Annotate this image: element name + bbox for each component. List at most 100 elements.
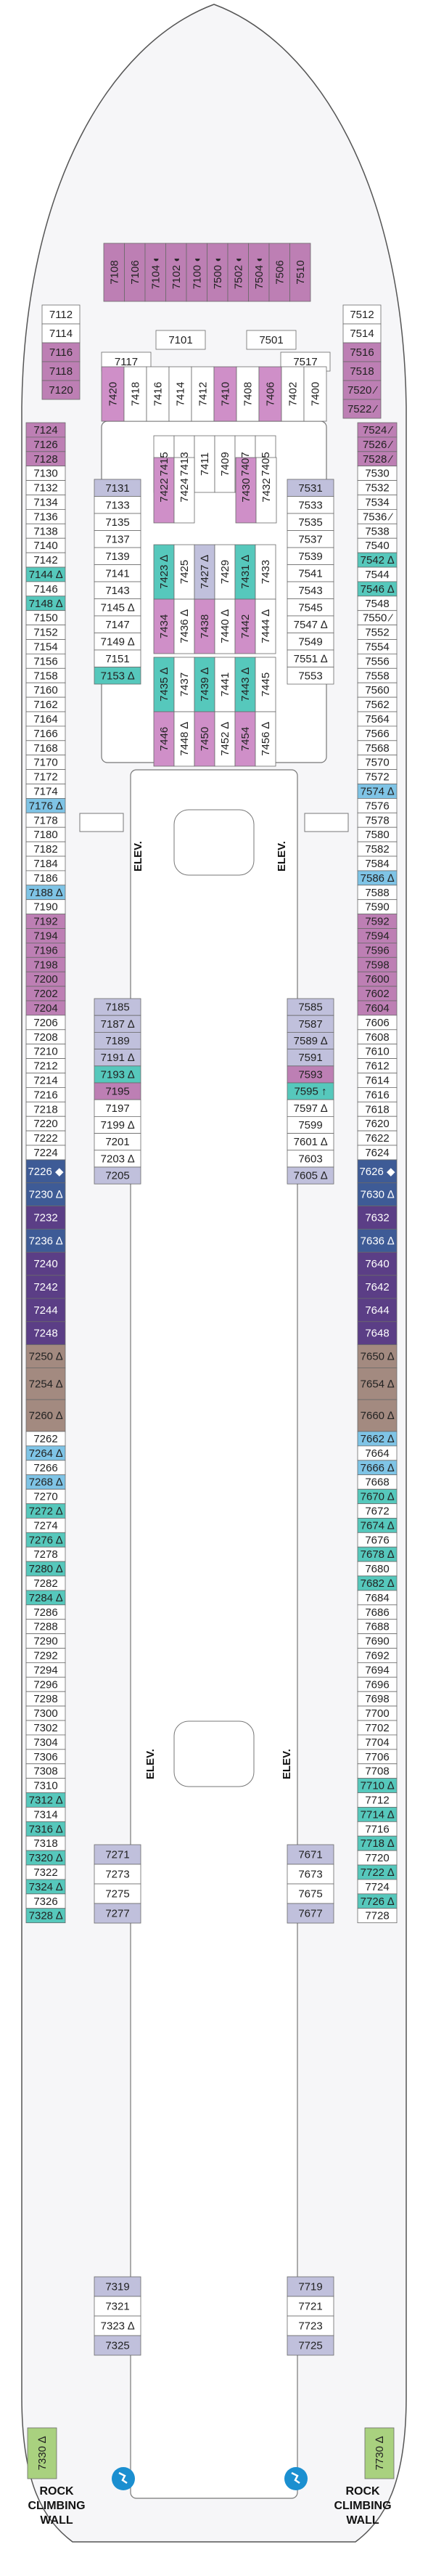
cabin-7433[interactable] — [255, 544, 276, 600]
cabin-7443[interactable] — [234, 657, 256, 712]
cabin-7506[interactable] — [268, 243, 290, 302]
cabin-7450[interactable] — [194, 711, 215, 767]
cabin-number: 7319 — [105, 2281, 129, 2293]
cabin-7323[interactable] — [94, 2315, 141, 2336]
cabin-number: 7415 — [158, 452, 170, 476]
cabin-7445[interactable] — [255, 657, 276, 712]
cabin-7437[interactable] — [173, 657, 195, 712]
cabin-7636[interactable] — [357, 1229, 398, 1253]
cabin-7102[interactable] — [165, 243, 187, 302]
cabin-7423[interactable] — [153, 544, 175, 600]
cabin-7723[interactable] — [287, 2315, 334, 2336]
cabin-7101[interactable] — [155, 330, 206, 350]
cabin-7242[interactable] — [25, 1275, 66, 1299]
cabin-7721[interactable] — [287, 2296, 334, 2317]
cabin-7456[interactable] — [255, 711, 276, 767]
cabin-7553[interactable] — [287, 667, 334, 685]
cabin-7642[interactable] — [357, 1275, 398, 1299]
cabin-7410[interactable] — [213, 366, 237, 422]
cabin-7418[interactable] — [123, 366, 147, 422]
cabin-7728[interactable] — [357, 1908, 398, 1924]
cabin-7516[interactable] — [342, 342, 382, 362]
cabin-number: 7724 — [365, 1881, 389, 1893]
cabin-7408[interactable] — [236, 366, 260, 422]
cabin-7427[interactable] — [194, 544, 215, 600]
cabin-7520[interactable] — [342, 380, 382, 400]
cabin-7273[interactable] — [94, 1864, 141, 1885]
cabin-7504[interactable] — [248, 243, 270, 302]
cabin-7512[interactable] — [342, 304, 382, 325]
cabin-7321[interactable] — [94, 2296, 141, 2317]
cabin-7260[interactable] — [25, 1399, 66, 1432]
cabin-number: 7722 ∆ — [361, 1866, 395, 1879]
cabin-7330[interactable] — [27, 2427, 57, 2479]
cabin-7630[interactable] — [357, 1182, 398, 1206]
cabin-7677[interactable] — [287, 1903, 334, 1924]
cabin-7446[interactable] — [153, 711, 175, 767]
cabin-7236[interactable] — [25, 1229, 66, 1253]
cabin-7425[interactable] — [173, 544, 195, 600]
cabin-7452[interactable] — [214, 711, 236, 767]
cabin-7104[interactable] — [144, 243, 166, 302]
cabin-7409[interactable] — [214, 435, 236, 493]
cabin-7275[interactable] — [94, 1883, 141, 1904]
cabin-7501[interactable] — [246, 330, 297, 350]
cabin-7442[interactable] — [234, 598, 256, 654]
cabin-7514[interactable] — [342, 323, 382, 344]
cabin-7605[interactable] — [287, 1166, 334, 1185]
cabin-7108[interactable] — [103, 243, 125, 302]
cabin-number: 7534 — [365, 496, 389, 508]
cabin-7422[interactable] — [153, 457, 175, 524]
cabin-7232[interactable] — [25, 1206, 66, 1230]
cabin-7118[interactable] — [41, 361, 81, 381]
cabin-7626[interactable] — [357, 1159, 398, 1184]
cabin-number: 7136 — [33, 511, 57, 523]
cabin-7673[interactable] — [287, 1864, 334, 1885]
cabin-7420[interactable] — [101, 366, 125, 422]
cabin-7430[interactable] — [235, 457, 257, 524]
cabin-7454[interactable] — [234, 711, 256, 767]
cabin-7432[interactable] — [255, 457, 277, 524]
cabin-7424[interactable] — [173, 457, 195, 524]
cabin-7441[interactable] — [214, 657, 236, 712]
cabin-7440[interactable] — [214, 598, 236, 654]
cabin-7116[interactable] — [41, 342, 81, 362]
cabin-7120[interactable] — [41, 380, 81, 400]
cabin-7435[interactable] — [153, 657, 175, 712]
cabin-7730[interactable] — [364, 2427, 395, 2479]
cabin-7153[interactable] — [94, 667, 141, 685]
cabin-7660[interactable] — [357, 1399, 398, 1432]
cabin-7725[interactable] — [287, 2335, 334, 2356]
cabin-7719[interactable] — [287, 2276, 334, 2297]
cabin-7522[interactable] — [342, 399, 382, 419]
cabin-7518[interactable] — [342, 361, 382, 381]
cabin-7112[interactable] — [41, 304, 81, 325]
cabin-7654[interactable] — [357, 1368, 398, 1400]
cabin-7226[interactable] — [25, 1159, 66, 1184]
cabin-7438[interactable] — [194, 598, 215, 654]
cabin-7100[interactable] — [186, 243, 207, 302]
cabin-7510[interactable] — [289, 243, 311, 302]
cabin-7244[interactable] — [25, 1298, 66, 1322]
cabin-7402[interactable] — [281, 366, 305, 422]
cabin-7328[interactable] — [25, 1908, 66, 1924]
cabin-7248[interactable] — [25, 1321, 66, 1346]
cabin-7436[interactable] — [173, 598, 195, 654]
cabin-7254[interactable] — [25, 1368, 66, 1400]
cabin-7319[interactable] — [94, 2276, 141, 2297]
cabin-7230[interactable] — [25, 1182, 66, 1206]
cabin-number: 7272 ∆ — [29, 1505, 64, 1517]
cabin-7411[interactable] — [194, 435, 215, 493]
cabin-7439[interactable] — [194, 657, 215, 712]
cabin-7434[interactable] — [153, 598, 175, 654]
cabin-7448[interactable] — [173, 711, 195, 767]
cabin-7444[interactable] — [255, 598, 276, 654]
cabin-7114[interactable] — [41, 323, 81, 344]
cabin-7205[interactable] — [94, 1166, 141, 1185]
cabin-7400[interactable] — [303, 366, 327, 422]
cabin-7644[interactable] — [357, 1298, 398, 1322]
cabin-7277[interactable] — [94, 1903, 141, 1924]
cabin-7106[interactable] — [124, 243, 146, 302]
cabin-7325[interactable] — [94, 2335, 141, 2356]
cabin-7431[interactable] — [234, 544, 256, 600]
